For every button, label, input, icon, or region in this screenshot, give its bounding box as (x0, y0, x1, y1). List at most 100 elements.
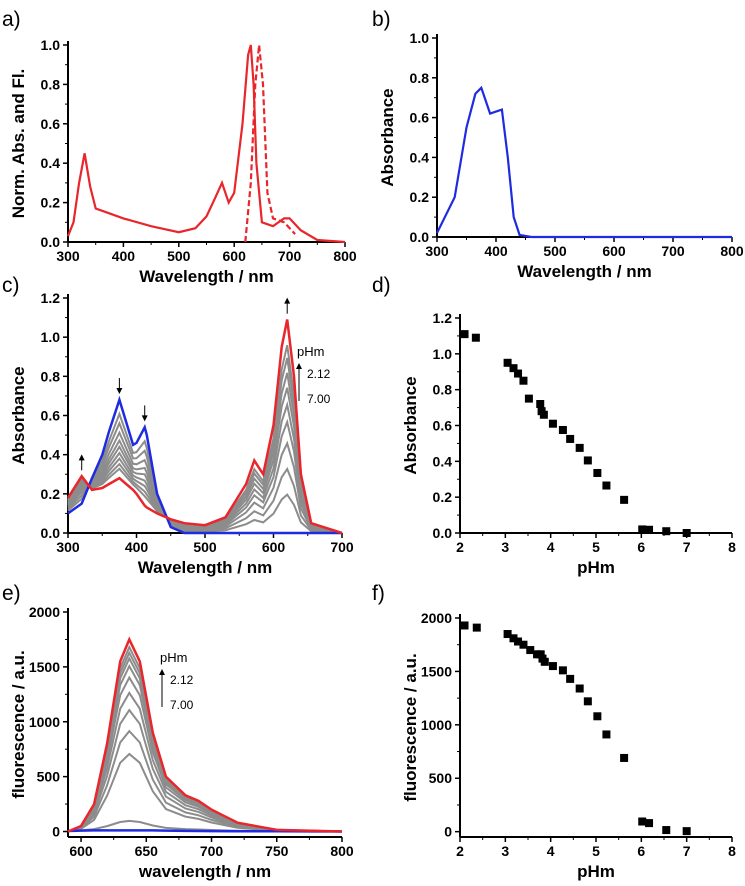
data-point (593, 468, 602, 477)
y-tick-label: 0.2 (433, 489, 453, 505)
legend-title: pHm (160, 650, 187, 665)
y-tick-label: 0.4 (41, 155, 61, 171)
y-tick-label: 0.4 (433, 453, 453, 469)
y-axis-label: Norm. Abs. and Fl. (9, 69, 28, 219)
y-tick-label: 500 (37, 769, 61, 785)
x-tick-label: 4 (547, 843, 555, 859)
data-point (583, 697, 592, 706)
y-tick-label: 0.0 (41, 525, 61, 541)
y-tick-label: 500 (429, 770, 453, 786)
legend-arrow-head-icon (159, 669, 165, 675)
x-tick-label: 750 (265, 843, 289, 859)
x-tick-label: 500 (193, 539, 217, 555)
data-point (503, 358, 512, 367)
y-tick-label: 0.6 (41, 408, 61, 424)
data-point (602, 730, 611, 739)
x-tick-label: 8 (728, 539, 736, 555)
series-line-phm-2-12 (66, 319, 343, 535)
x-tick-label: 700 (200, 843, 224, 859)
data-point (620, 753, 629, 762)
legend-arrow-head-icon (296, 363, 302, 369)
series-line-phm-2-12 (67, 636, 343, 833)
y-tick-label: 0.2 (410, 189, 430, 205)
y-tick-label: 0.2 (41, 195, 61, 211)
data-point (583, 456, 592, 465)
y-tick-label: 1.0 (433, 346, 453, 362)
panel-label: c) (2, 274, 20, 297)
data-point (645, 525, 654, 534)
y-tick-label: 1000 (29, 714, 60, 730)
y-tick-label: 0.8 (410, 70, 430, 86)
intermediate-spectrum-line (67, 708, 343, 833)
x-axis-label: Wavelength / nm (139, 267, 273, 286)
panel-a: a) 300 400 500 600 700 800 0.0 0.2 0.4 0.6 0.8 1.0 Wa… (2, 8, 357, 286)
x-tick-label: 600 (262, 539, 286, 555)
data-point (602, 481, 611, 490)
data-point (566, 674, 575, 683)
x-tick-label: 8 (728, 843, 736, 859)
y-axis-label: Absorbance (9, 366, 28, 464)
y-axis-label: fluorescence / a.u. (9, 650, 28, 798)
x-tick-label: 5 (592, 843, 600, 859)
x-axis-label: Wavelength / nm (138, 558, 272, 577)
x-tick-label: 7 (683, 843, 691, 859)
panel-d: d) 2 3 4 5 6 7 8 0.0 0.2 0.4 0.6 0.8 1.0 1.2 pHm Absorba… (372, 274, 736, 577)
series-line-absorption (66, 44, 346, 244)
panel-label: b) (372, 8, 391, 31)
data-point (638, 817, 647, 826)
x-tick-label: 3 (501, 539, 509, 555)
arrow-up-icon (284, 297, 291, 304)
x-tick-label: 6 (637, 539, 645, 555)
y-tick-label: 2000 (421, 610, 452, 626)
series-line-phm-7-00 (67, 829, 343, 833)
data-point (519, 640, 528, 649)
data-point (526, 646, 535, 655)
panel-label: f) (372, 582, 385, 605)
x-tick-label: 400 (484, 243, 508, 259)
data-point (682, 827, 691, 836)
data-point (645, 819, 654, 828)
panel-label: e) (2, 582, 21, 605)
data-point (558, 425, 567, 434)
y-tick-label: 0.2 (41, 486, 61, 502)
y-tick-label: 0.0 (41, 234, 61, 250)
data-point (536, 400, 545, 408)
data-point (472, 623, 481, 632)
data-point (548, 662, 557, 671)
x-axis-label: wavelength / nm (138, 862, 271, 881)
x-tick-label: 6 (637, 843, 645, 859)
data-point (503, 630, 512, 639)
data-point (509, 634, 518, 643)
data-point (575, 443, 584, 452)
data-point (662, 826, 671, 835)
y-tick-label: 0.8 (433, 382, 453, 398)
y-tick-label: 0.0 (410, 229, 430, 245)
x-tick-label: 300 (56, 539, 80, 555)
data-point (566, 434, 575, 443)
y-tick-label: 0.6 (41, 116, 61, 132)
y-tick-label: 0 (444, 824, 452, 840)
legend-bottom-value: 7.00 (307, 392, 331, 406)
legend-bottom-value: 7.00 (170, 698, 194, 712)
y-tick-label: 0.6 (410, 110, 430, 126)
x-axis-label: pHm (577, 862, 615, 881)
x-tick-label: 700 (330, 539, 354, 555)
data-point (558, 666, 567, 675)
x-tick-label: 800 (720, 243, 744, 259)
arrow-down-icon (141, 415, 148, 422)
data-point (539, 410, 548, 419)
series-line-phm-7-00 (67, 395, 342, 535)
y-axis-label: Absorbance (378, 88, 397, 186)
data-point (682, 529, 691, 537)
data-point (593, 712, 602, 721)
data-point (536, 650, 545, 659)
data-point (524, 394, 533, 403)
x-tick-label: 400 (112, 248, 136, 264)
y-axis-label: fluorescence / a.u. (401, 653, 420, 801)
x-tick-label: 700 (278, 248, 302, 264)
x-tick-label: 3 (501, 843, 509, 859)
x-tick-label: 800 (333, 248, 357, 264)
arrow-down-icon (116, 388, 123, 394)
x-tick-label: 300 (56, 248, 80, 264)
